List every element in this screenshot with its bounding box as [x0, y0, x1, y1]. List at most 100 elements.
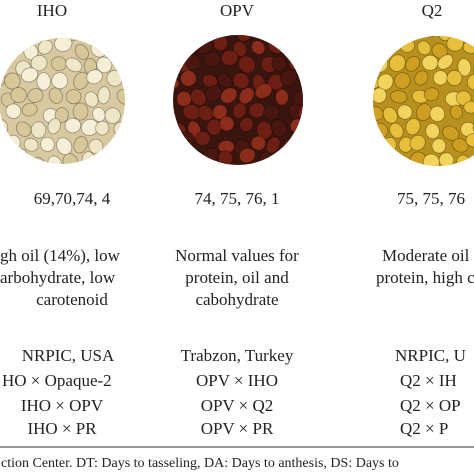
kernel	[205, 85, 222, 102]
kernel	[438, 152, 455, 166]
kernel	[54, 38, 73, 52]
kernel	[283, 41, 300, 57]
kernel	[269, 35, 284, 40]
kernel	[180, 70, 197, 87]
cell-text: 75, 75, 76	[397, 189, 465, 208]
kernel	[202, 74, 218, 88]
kernel	[86, 69, 103, 85]
kernel	[373, 41, 381, 58]
kernel	[250, 135, 267, 151]
cell-text: NRPIC, USA	[22, 346, 115, 365]
cell-text: OPV × PR	[201, 419, 274, 438]
kernel	[267, 73, 285, 91]
kernel	[290, 150, 303, 165]
kernel	[21, 102, 38, 117]
kernel	[388, 54, 406, 72]
kernel	[391, 158, 408, 166]
kernel	[190, 35, 207, 40]
kernels	[173, 35, 303, 165]
kernel	[80, 118, 99, 136]
kernel	[280, 69, 298, 87]
kernel	[460, 121, 474, 138]
kernel	[30, 121, 47, 139]
kernel	[96, 56, 113, 74]
kernel	[397, 104, 413, 120]
kernel	[111, 38, 125, 40]
kernel	[5, 103, 22, 119]
cell-text: IHO × PR	[27, 419, 97, 438]
kernel	[220, 49, 239, 66]
kernel	[37, 39, 53, 55]
kernel	[73, 71, 90, 90]
kernel	[216, 72, 233, 88]
cell-text: protein, high car	[376, 268, 474, 287]
cell-text: arbohydrate, low	[0, 268, 116, 287]
kernel	[36, 72, 51, 91]
kernel	[111, 139, 125, 156]
cell-text: HO × Opaque-2	[2, 371, 112, 390]
kernel	[176, 153, 192, 165]
cell-text: 69,70,74, 4	[34, 189, 111, 208]
kernel	[389, 36, 403, 45]
kernel	[232, 102, 247, 119]
kernel	[62, 153, 79, 164]
kernel	[394, 72, 411, 90]
kernel	[104, 107, 121, 124]
kernel	[409, 134, 426, 151]
kernel	[254, 83, 273, 99]
kernel	[173, 105, 176, 120]
kernel	[173, 41, 177, 56]
kernel	[238, 147, 256, 164]
cell-text: Q2 × OP	[400, 396, 461, 415]
kernel	[389, 90, 408, 104]
kernel	[129, 106, 146, 121]
kernel	[65, 89, 82, 105]
kernel	[220, 87, 238, 104]
kernel	[437, 54, 454, 70]
kernel	[446, 69, 463, 86]
kernel	[23, 137, 39, 152]
kernel	[270, 119, 288, 138]
kernel	[74, 43, 89, 60]
kernel	[297, 131, 303, 147]
kernel	[96, 154, 113, 164]
kernel	[236, 35, 254, 42]
kernel	[389, 122, 404, 139]
kernel	[173, 35, 189, 40]
kernel	[405, 118, 421, 136]
kernel	[275, 88, 289, 106]
kernel	[54, 107, 69, 124]
kernel	[194, 130, 211, 146]
kernel	[47, 118, 61, 135]
kernel	[173, 137, 179, 153]
kernel	[176, 90, 192, 107]
kernel	[431, 138, 447, 154]
kernel	[423, 36, 440, 38]
kernel	[453, 36, 469, 38]
kernel	[472, 119, 474, 136]
kernel	[15, 121, 32, 137]
kernel	[423, 87, 440, 102]
kernel	[212, 104, 228, 120]
kernel	[30, 54, 48, 72]
kernel	[124, 42, 144, 61]
kernel	[40, 136, 55, 152]
kernel	[65, 57, 83, 73]
kernel	[119, 59, 125, 75]
kernel	[125, 72, 145, 92]
cell-text: Moderate oil	[382, 246, 470, 265]
kernel	[382, 106, 398, 124]
column-header: OPV	[220, 1, 255, 20]
kernel	[97, 86, 111, 105]
cell-text: Q2 × P	[400, 419, 448, 438]
kernel	[0, 155, 13, 164]
cell-text: cabohydrate	[195, 290, 278, 309]
kernel	[402, 36, 418, 39]
kernel	[256, 35, 273, 39]
kernel	[190, 88, 207, 106]
footnote: ction Center. DT: Days to tasseling, DA:…	[1, 456, 399, 471]
kernel	[48, 87, 63, 104]
kernel	[20, 67, 39, 83]
kernel	[373, 87, 387, 104]
